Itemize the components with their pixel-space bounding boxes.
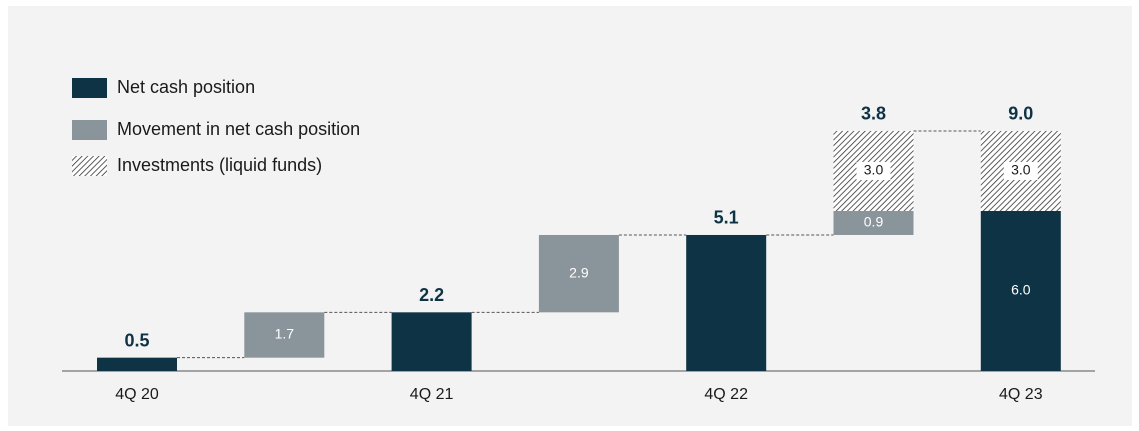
base-bar (980, 210, 1061, 371)
base-bar (97, 357, 177, 371)
movement-bar (538, 234, 619, 313)
legend-swatch (72, 78, 107, 98)
value-label-bg (1003, 161, 1038, 180)
total-label: 5.1 (714, 208, 739, 228)
total-label: 9.0 (1008, 104, 1033, 124)
value-label: 0.9 (864, 214, 884, 230)
total-label: 0.5 (124, 330, 149, 350)
x-tick-label: 4Q 21 (410, 386, 454, 403)
plot-background (8, 6, 1132, 426)
value-label: 1.7 (275, 326, 295, 342)
x-tick-label: 4Q 22 (704, 386, 748, 403)
base-bar (391, 312, 472, 371)
legend-swatch (72, 156, 107, 176)
x-tick-label: 4Q 20 (115, 386, 159, 403)
base-bar (686, 234, 767, 371)
value-label: 3.0 (864, 162, 884, 178)
legend-swatch (72, 120, 107, 140)
total-label: 2.2 (419, 285, 444, 305)
value-label: 3.0 (1011, 162, 1031, 178)
movement-bar (833, 210, 914, 235)
value-label: 6.0 (1011, 282, 1031, 298)
movement-bar (244, 312, 325, 358)
legend-label: Net cash position (117, 77, 255, 97)
value-label: 2.9 (569, 264, 589, 280)
legend-label: Investments (liquid funds) (117, 155, 322, 175)
legend-label: Movement in net cash position (117, 119, 360, 139)
total-label: 3.8 (861, 104, 886, 124)
value-label-bg (856, 161, 891, 180)
x-tick-label: 4Q 23 (999, 386, 1043, 403)
